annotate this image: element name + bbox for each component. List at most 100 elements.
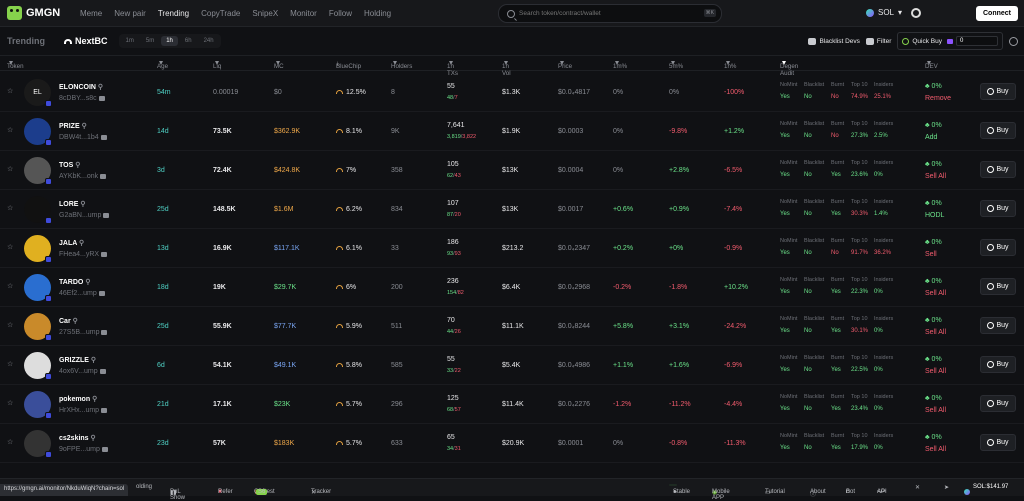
- chain-selector[interactable]: SOL ▾: [866, 8, 902, 17]
- token-address[interactable]: FHea4...yRX: [59, 251, 108, 258]
- gear-icon[interactable]: [1009, 36, 1018, 46]
- table-row[interactable]: ☆ Car ⚲ 27S5B...ump 25d 55.9K $77.7K 5.9…: [0, 307, 1024, 346]
- logo[interactable]: GMGN: [7, 6, 75, 20]
- nav-item[interactable]: Meme: [80, 8, 103, 18]
- col-1m[interactable]: 1m%: [613, 60, 627, 70]
- range-tab[interactable]: 1m: [125, 38, 134, 44]
- buy-button[interactable]: Buy: [980, 83, 1016, 100]
- favorite-star-icon[interactable]: ☆: [7, 244, 14, 251]
- search-icon[interactable]: ⚲: [92, 396, 98, 403]
- copy-icon[interactable]: [101, 446, 108, 452]
- table-row[interactable]: ☆ GRIZZLE ⚲ 4ox6V...ump 6d 54.1K $49.1K …: [0, 346, 1024, 385]
- table-row[interactable]: ☆ cs2skins ⚲ 9oFPE...ump 23d 57K $183K 5…: [0, 424, 1024, 463]
- favorite-star-icon[interactable]: ☆: [7, 88, 14, 95]
- copy-icon[interactable]: [101, 251, 108, 257]
- col-5m[interactable]: 5m%: [669, 60, 683, 70]
- search-icon[interactable]: ⚲: [78, 240, 85, 247]
- col-txs[interactable]: 1h TXs: [447, 60, 458, 77]
- table-row[interactable]: ☆ JALA ⚲ FHea4...yRX 13d 16.9K $117.1K 6…: [0, 229, 1024, 268]
- copy-icon[interactable]: [101, 407, 108, 413]
- buy-button[interactable]: Buy: [980, 200, 1016, 217]
- quick-buy[interactable]: Quick Buy 0: [897, 32, 1003, 50]
- copy-icon[interactable]: [100, 134, 107, 140]
- col-1h[interactable]: 1h%: [724, 60, 736, 70]
- search-input[interactable]: [519, 10, 699, 17]
- col-price[interactable]: Price: [558, 60, 572, 70]
- stable-status[interactable]: ● Stable: [669, 484, 690, 495]
- settings-icon[interactable]: [911, 8, 921, 18]
- favorite-star-icon[interactable]: ☆: [7, 205, 14, 212]
- range-tab[interactable]: 1h: [161, 36, 178, 46]
- table-row[interactable]: ☆ pokemon ⚲ HrXHx...ump 21d 17.1K $23K 5…: [0, 385, 1024, 424]
- buy-button[interactable]: Buy: [980, 278, 1016, 295]
- copy-icon[interactable]: [100, 173, 107, 179]
- filter-button[interactable]: Filter: [865, 37, 891, 45]
- blacklist-devs-button[interactable]: Blacklist Devs: [808, 37, 860, 45]
- buy-button[interactable]: Buy: [980, 122, 1016, 139]
- nav-item[interactable]: Monitor: [290, 8, 317, 18]
- col-dev[interactable]: DEV: [925, 60, 938, 70]
- nextbc-tab[interactable]: NextBC: [64, 36, 108, 46]
- nav-item[interactable]: New pair: [114, 8, 146, 18]
- search-icon[interactable]: ⚲: [85, 279, 91, 286]
- buy-button[interactable]: Buy: [980, 239, 1016, 256]
- holding-link[interactable]: olding: [136, 484, 153, 490]
- token-address[interactable]: 27S5B...ump: [59, 329, 108, 336]
- token-name[interactable]: cs2skins ⚲: [59, 434, 96, 442]
- search-icon[interactable]: ⚲: [81, 123, 87, 130]
- nav-item[interactable]: SnipeX: [252, 8, 279, 18]
- token-name[interactable]: PRIZE ⚲: [59, 122, 87, 130]
- col-bluechip[interactable]: BlueChip ↓: [336, 60, 362, 70]
- telegram-icon[interactable]: ➤: [944, 485, 950, 491]
- table-row[interactable]: ☆ EL ELONCOIN ⚲ 8cDBY...s8c 54m 0.00019 …: [0, 73, 1024, 112]
- nav-item[interactable]: Holding: [363, 8, 392, 18]
- token-address[interactable]: AYKbK...onk: [59, 173, 107, 180]
- nav-item[interactable]: Follow: [328, 8, 352, 18]
- table-row[interactable]: ☆ LORE ⚲ G2aBN...ump 25d 148.5K $1.6M 6.…: [0, 190, 1024, 229]
- copy-icon[interactable]: [101, 329, 108, 335]
- search-box[interactable]: ⌘K: [498, 4, 722, 23]
- token-address[interactable]: 46Ef2...ump: [59, 290, 105, 297]
- search-icon[interactable]: ⚲: [90, 435, 96, 442]
- range-tab[interactable]: 5m: [145, 38, 155, 44]
- buy-button[interactable]: Buy: [980, 434, 1016, 451]
- copy-icon[interactable]: [98, 290, 105, 296]
- favorite-star-icon[interactable]: ☆: [7, 127, 14, 134]
- token-name[interactable]: pokemon ⚲: [59, 395, 97, 403]
- col-degen-audit[interactable]: Degen Audit: [780, 60, 798, 77]
- trending-title[interactable]: Trending: [7, 36, 45, 46]
- range-tab[interactable]: 6h: [184, 38, 192, 44]
- token-name[interactable]: ELONCOIN ⚲: [59, 83, 103, 91]
- col-age[interactable]: Age: [157, 60, 168, 70]
- buy-button[interactable]: Buy: [980, 395, 1016, 412]
- col-liq[interactable]: Liq: [213, 60, 221, 70]
- buy-button[interactable]: Buy: [980, 161, 1016, 178]
- search-icon[interactable]: ⚲: [72, 318, 78, 325]
- col-token[interactable]: Token: [7, 60, 24, 70]
- table-row[interactable]: ☆ TARDO ⚲ 46Ef2...ump 18d 19K $29.7K 6% …: [0, 268, 1024, 307]
- copy-icon[interactable]: [99, 368, 106, 374]
- col-holders[interactable]: Holders: [391, 60, 412, 70]
- buy-button[interactable]: Buy: [980, 317, 1016, 334]
- range-tab[interactable]: 24h: [203, 38, 214, 44]
- token-address[interactable]: HrXHx...ump: [59, 407, 108, 414]
- buy-button[interactable]: Buy: [980, 356, 1016, 373]
- search-icon[interactable]: ⚲: [80, 201, 86, 208]
- token-address[interactable]: 8cDBY...s8c: [59, 95, 105, 102]
- search-icon[interactable]: ⚲: [97, 84, 104, 91]
- nav-item[interactable]: Trending: [157, 8, 190, 18]
- search-icon[interactable]: ⚲: [90, 357, 97, 364]
- copy-icon[interactable]: [98, 95, 105, 101]
- copy-icon[interactable]: [103, 212, 110, 218]
- token-name[interactable]: JALA ⚲: [59, 239, 84, 247]
- token-name[interactable]: TOS ⚲: [59, 161, 80, 169]
- table-row[interactable]: ☆ TOS ⚲ AYKbK...onk 3d 72.4K $424.8K 7% …: [0, 151, 1024, 190]
- token-address[interactable]: DBW4t...1b4: [59, 134, 107, 141]
- favorite-star-icon[interactable]: ☆: [7, 361, 14, 368]
- col-vol[interactable]: 1h Vol: [502, 60, 511, 77]
- token-address[interactable]: 9oFPE...ump: [59, 446, 108, 453]
- favorite-star-icon[interactable]: ☆: [7, 283, 14, 290]
- token-address[interactable]: G2aBN...ump: [59, 212, 110, 219]
- nav-item[interactable]: CopyTrade: [201, 8, 241, 18]
- token-name[interactable]: Car ⚲: [59, 317, 78, 325]
